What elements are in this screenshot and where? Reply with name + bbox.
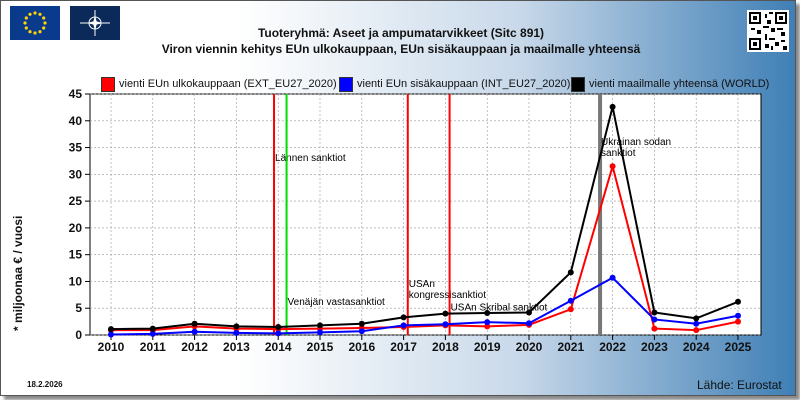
data-point [442, 321, 449, 328]
nato-flag-icon [70, 6, 120, 40]
data-point [526, 309, 532, 316]
data-point [275, 323, 282, 330]
data-point [693, 327, 700, 334]
data-point [651, 316, 658, 323]
legend-label: vienti EUn sisäkauppaan (INT_EU27_2020) [357, 78, 571, 90]
data-point [275, 330, 282, 337]
y-tick-label: 15 [69, 248, 83, 262]
data-point [609, 274, 616, 281]
qr-code-icon [747, 10, 789, 52]
legend-label: vienti maailmalle yhteensä (WORLD) [589, 78, 770, 90]
data-point [484, 310, 491, 317]
annotation-label-line-2: sanktiot [601, 148, 636, 159]
x-tick-label: 2025 [725, 340, 752, 354]
data-point [233, 323, 240, 330]
annotation-label: Lännen sanktiot [275, 153, 346, 164]
x-tick-label: 2023 [641, 340, 668, 354]
data-point [693, 315, 700, 322]
y-tick-label: 40 [69, 114, 83, 128]
data-point [651, 325, 658, 332]
data-point [735, 312, 741, 319]
x-tick-label: 2015 [307, 340, 334, 354]
y-tick-label: 10 [69, 274, 83, 288]
x-tick-label: 2010 [98, 340, 125, 354]
data-point [651, 309, 658, 316]
y-tick-label: 30 [69, 167, 83, 181]
eu-flag-icon [10, 6, 60, 40]
x-tick-label: 2024 [683, 340, 710, 354]
data-point [149, 325, 156, 332]
x-tick-label: 2018 [432, 340, 459, 354]
x-tick-label: 2017 [390, 340, 417, 354]
data-point [108, 326, 114, 333]
data-point [693, 320, 700, 327]
data-point [108, 331, 114, 338]
y-tick-label: 25 [69, 194, 83, 208]
data-point [609, 103, 616, 110]
y-tick-label: 35 [69, 141, 83, 155]
source-label: Lähde: Eurostat [697, 378, 782, 392]
data-point [358, 328, 365, 335]
x-tick-label: 2020 [516, 340, 543, 354]
data-point [317, 322, 323, 329]
data-point [484, 323, 491, 330]
annotation-label: USAn Skribal sanktiot [451, 302, 548, 313]
data-point [191, 320, 198, 327]
annotation-label: Venäjän vastasanktiot [288, 297, 386, 308]
data-point [233, 329, 240, 336]
x-tick-label: 2021 [557, 340, 584, 354]
data-point [442, 310, 449, 317]
data-point [317, 329, 323, 336]
data-point [526, 320, 532, 327]
y-tick-label: 5 [75, 301, 82, 315]
x-tick-label: 2013 [223, 340, 250, 354]
legend-swatch [339, 77, 353, 92]
data-point [400, 314, 407, 321]
data-point [358, 320, 365, 327]
data-point [567, 306, 574, 313]
series-line-0 [111, 162, 739, 332]
title-line-1: Tuoteryhmä: Aseet ja ampumatarvikkeet (S… [257, 26, 545, 40]
x-tick-label: 2014 [265, 340, 292, 354]
data-point [484, 319, 491, 326]
plot-area [89, 93, 762, 336]
legend-swatch [101, 77, 115, 92]
x-tick-label: 2016 [348, 340, 375, 354]
y-tick-label: 45 [69, 87, 83, 101]
series-line-1 [110, 276, 739, 336]
chart-title: Tuoteryhmä: Aseet ja ampumatarvikkeet (S… [121, 25, 681, 57]
data-point [567, 269, 574, 276]
data-point [609, 163, 616, 170]
x-tick-label: 2019 [474, 340, 501, 354]
date-stamp: 18.2.2026 [27, 380, 63, 389]
data-point [149, 330, 156, 337]
legend-label: vienti EUn ulkokauppaan (EXT_EU27_2020) [119, 78, 337, 90]
title-line-2: Viron viennin kehitys EUn ulkokauppaan, … [161, 42, 641, 56]
x-tick-label: 2022 [599, 340, 626, 354]
legend-swatch [571, 77, 585, 92]
annotation-label-line-2: kongressisanktiot [409, 290, 486, 301]
y-tick-label: 20 [69, 221, 83, 235]
annotation-label: USAn [409, 279, 435, 290]
data-point [735, 298, 741, 305]
y-tick-label: 0 [75, 328, 82, 342]
x-tick-label: 2011 [140, 340, 166, 354]
data-point [400, 322, 407, 329]
data-point [191, 328, 198, 335]
x-tick-label: 2012 [181, 340, 208, 354]
annotation-label: Ukrainan sodan [601, 137, 671, 148]
series-line-2 [110, 106, 739, 331]
data-point [567, 297, 574, 304]
data-point [735, 318, 741, 325]
